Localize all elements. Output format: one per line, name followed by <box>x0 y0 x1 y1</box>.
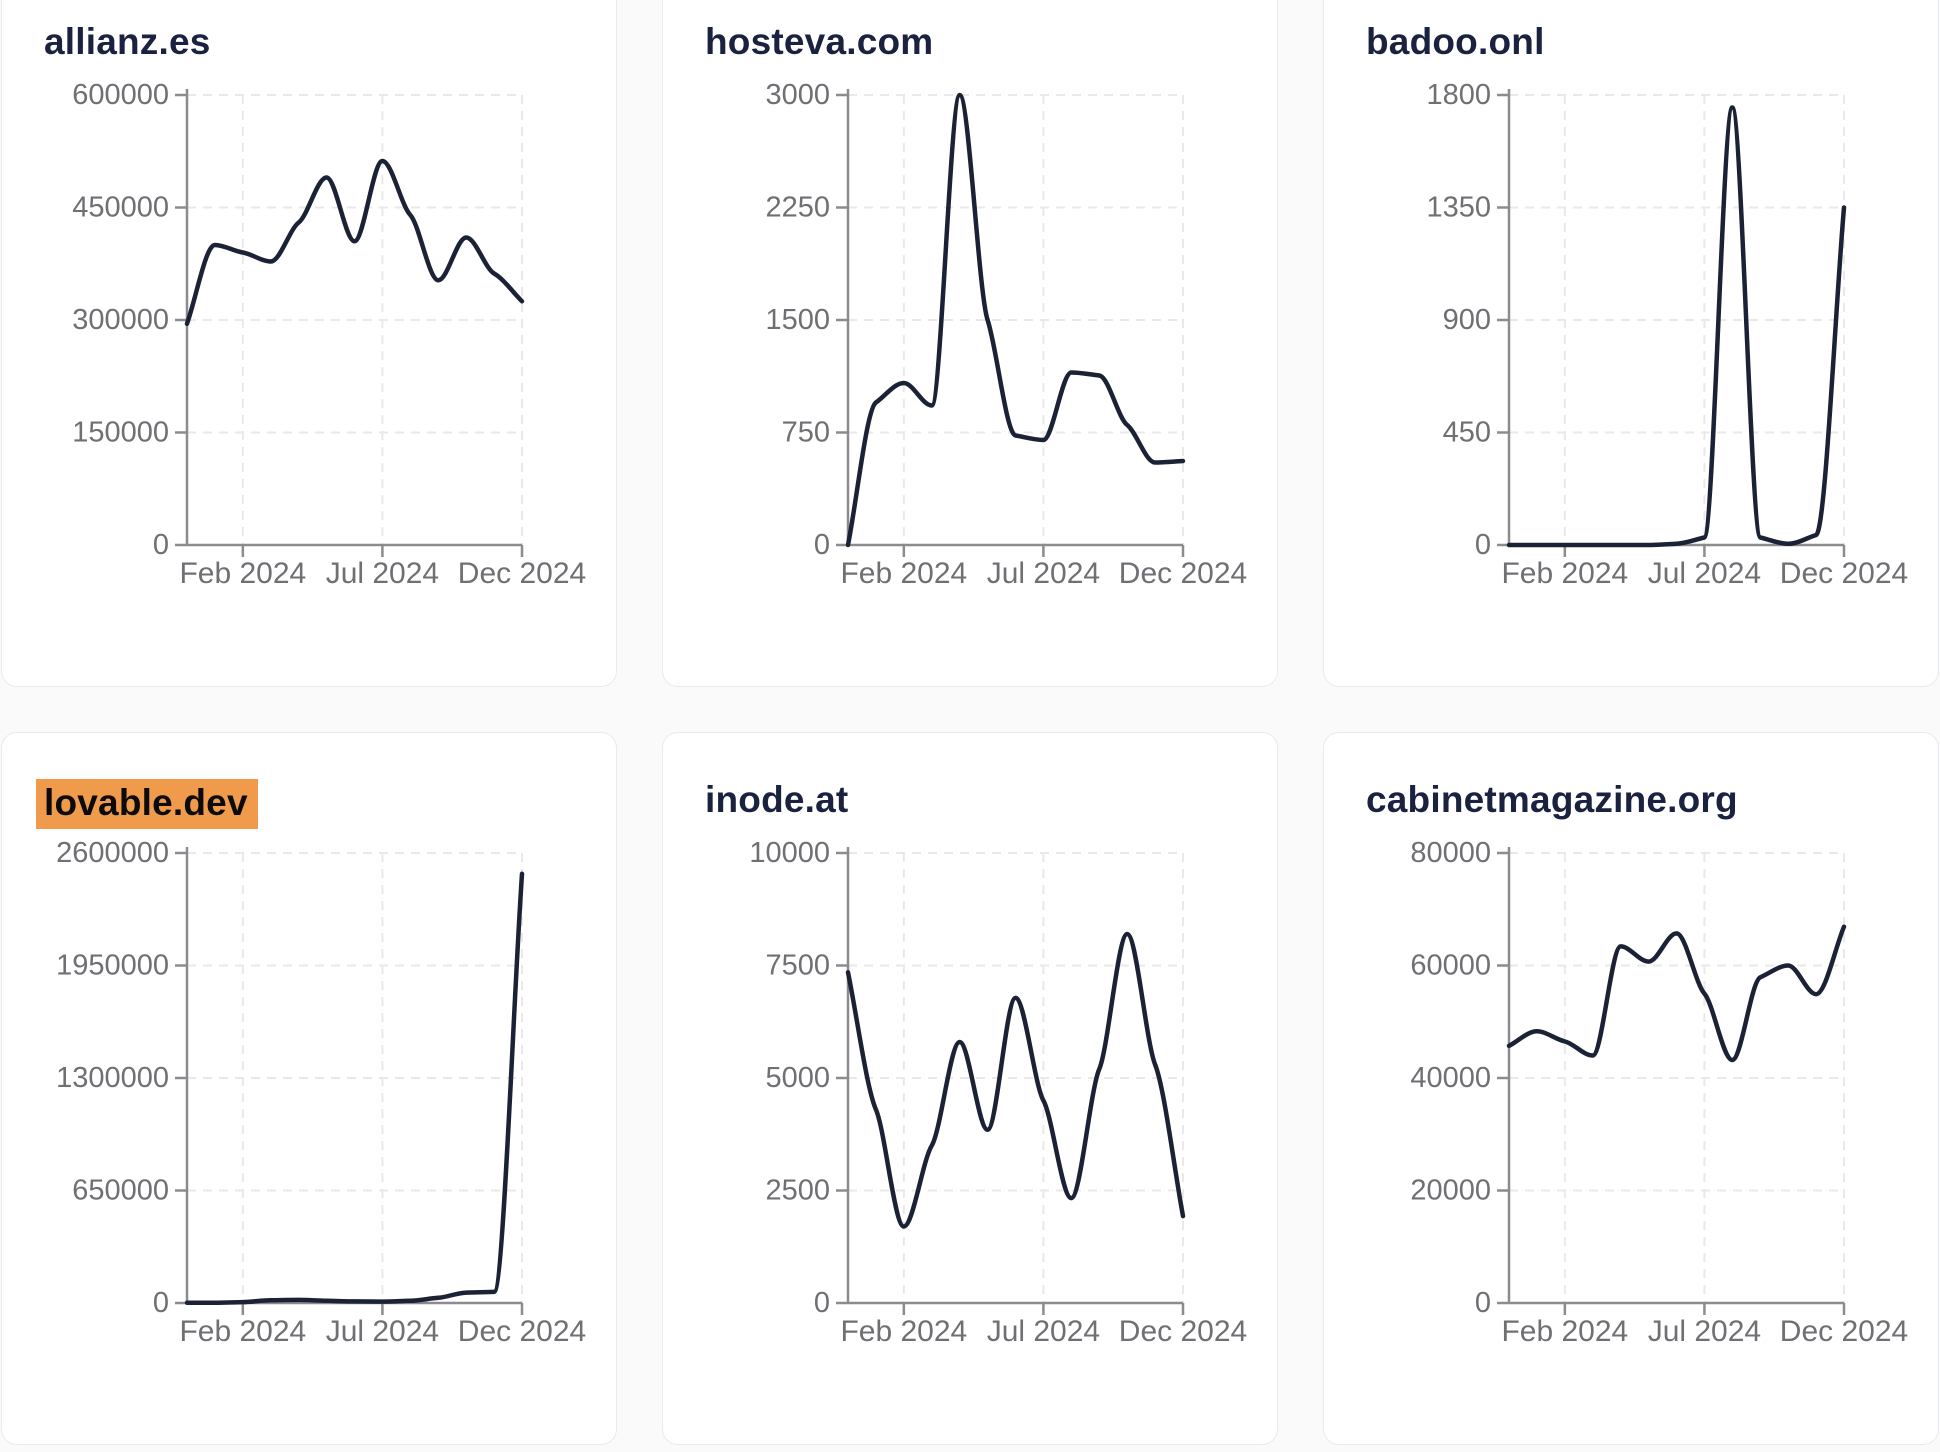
chart-title: inode.at <box>705 779 848 821</box>
series-line <box>845 931 1186 1229</box>
chart-title-text: badoo.onl <box>1366 21 1545 62</box>
chart-card-inode: inode.at 0 2500 5000 7500 10000 Feb 2024 Jul 2… <box>662 732 1278 1445</box>
y-tick-label: 1500 <box>765 304 830 336</box>
x-tick-label: Feb 2024 <box>1501 1315 1628 1348</box>
line-chart: 0 20000 40000 60000 80000 Feb 2024 Jul 2024 Dec… <box>1410 837 1908 1348</box>
y-tick-label: 0 <box>153 1287 169 1319</box>
y-tick-label: 10000 <box>749 837 830 869</box>
chart-title-text: lovable.dev <box>36 779 258 829</box>
y-tick-label: 900 <box>1443 304 1491 336</box>
line-chart: 0 650000 1300000 1950000 2600000 Feb 2024 Jul … <box>56 837 586 1348</box>
x-tick-label: Jul 2024 <box>987 1315 1100 1348</box>
y-tick-label: 750 <box>782 417 830 449</box>
chart-title-text: hosteva.com <box>705 21 934 62</box>
y-tick-label: 450000 <box>72 192 169 224</box>
x-tick-label: Jul 2024 <box>987 557 1100 590</box>
x-tick-label: Dec 2024 <box>1119 1315 1247 1348</box>
chart-card-lovable: lovable.dev 0 650000 1300000 1950000 2600000… <box>1 732 617 1445</box>
y-tick-label: 450 <box>1443 417 1491 449</box>
y-tick-label: 7500 <box>765 950 830 982</box>
y-tick-label: 600000 <box>72 79 169 111</box>
x-tick-label: Jul 2024 <box>1648 557 1761 590</box>
y-tick-label: 1950000 <box>56 950 169 982</box>
line-chart: 0 450 900 1350 1800 Feb 2024 Jul 2024 Dec 2024 <box>1426 79 1908 590</box>
y-tick-label: 80000 <box>1410 837 1491 869</box>
x-tick-label: Jul 2024 <box>326 557 439 590</box>
y-tick-label: 60000 <box>1410 950 1491 982</box>
y-tick-label: 150000 <box>72 417 169 449</box>
chart-title: hosteva.com <box>705 21 933 63</box>
series-line <box>184 158 525 327</box>
y-tick-label: 0 <box>1475 529 1491 561</box>
x-tick-label: Feb 2024 <box>179 1315 306 1348</box>
series-line <box>1506 105 1847 548</box>
x-tick-label: Dec 2024 <box>1780 1315 1908 1348</box>
chart-title: badoo.onl <box>1366 21 1545 63</box>
y-tick-label: 1300000 <box>56 1062 169 1094</box>
y-tick-label: 2500 <box>765 1175 830 1207</box>
line-chart: 0 150000 300000 450000 600000 Feb 2024 Jul 202… <box>72 79 586 590</box>
x-tick-label: Feb 2024 <box>840 1315 967 1348</box>
x-tick-label: Jul 2024 <box>1648 1315 1761 1348</box>
x-tick-label: Jul 2024 <box>326 1315 439 1348</box>
y-tick-label: 2250 <box>765 192 830 224</box>
y-tick-label: 40000 <box>1410 1062 1491 1094</box>
x-tick-label: Feb 2024 <box>1501 557 1628 590</box>
y-tick-label: 0 <box>1475 1287 1491 1319</box>
y-tick-label: 300000 <box>72 304 169 336</box>
y-tick-label: 1800 <box>1426 79 1491 111</box>
series-line <box>845 92 1186 548</box>
series-line <box>184 871 525 1306</box>
x-tick-label: Feb 2024 <box>840 557 967 590</box>
x-tick-label: Feb 2024 <box>179 557 306 590</box>
y-tick-label: 20000 <box>1410 1175 1491 1207</box>
y-tick-label: 0 <box>814 1287 830 1319</box>
line-chart: 0 2500 5000 7500 10000 Feb 2024 Jul 2024 Dec 20… <box>749 837 1247 1348</box>
chart-title-text: inode.at <box>705 779 849 820</box>
y-tick-label: 5000 <box>765 1062 830 1094</box>
x-tick-label: Dec 2024 <box>458 1315 586 1348</box>
y-tick-label: 2600000 <box>56 837 169 869</box>
x-tick-label: Dec 2024 <box>458 557 586 590</box>
chart-card-allianz: allianz.es 0 150000 300000 450000 600000 Feb … <box>1 0 617 687</box>
y-tick-label: 650000 <box>72 1175 169 1207</box>
y-tick-label: 0 <box>153 529 169 561</box>
chart-title: cabinetmagazine.org <box>1366 779 1738 821</box>
chart-card-hosteva: hosteva.com 0 750 1500 2250 3000 Feb 2024 Jul … <box>662 0 1278 687</box>
y-tick-label: 1350 <box>1426 192 1491 224</box>
chart-card-cabinetmagazine: cabinetmagazine.org 0 20000 40000 60000 8000… <box>1323 732 1939 1445</box>
series-line <box>1506 924 1847 1063</box>
chart-title-text: cabinetmagazine.org <box>1366 779 1738 820</box>
chart-card-badoo: badoo.onl 0 450 900 1350 1800 Feb 2024 Jul 202… <box>1323 0 1939 687</box>
chart-title: allianz.es <box>44 21 211 63</box>
y-tick-label: 0 <box>814 529 830 561</box>
y-tick-label: 3000 <box>765 79 830 111</box>
line-chart: 0 750 1500 2250 3000 Feb 2024 Jul 2024 Dec 2024 <box>765 79 1247 590</box>
x-tick-label: Dec 2024 <box>1119 557 1247 590</box>
x-tick-label: Dec 2024 <box>1780 557 1908 590</box>
chart-title: lovable.dev <box>36 779 258 829</box>
chart-title-text: allianz.es <box>44 21 211 62</box>
